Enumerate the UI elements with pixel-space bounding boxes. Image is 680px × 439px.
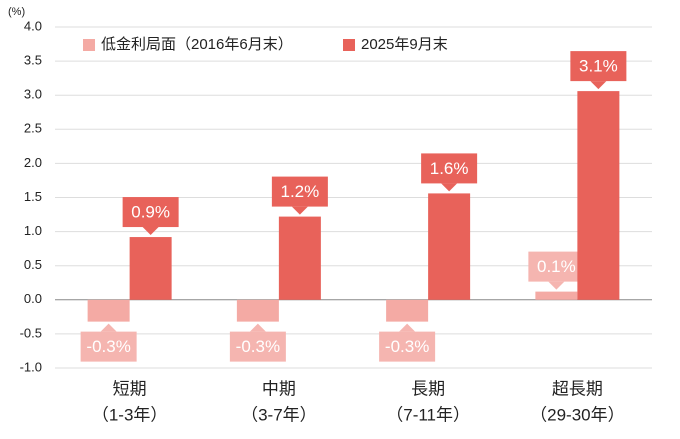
bar <box>386 299 429 322</box>
label-box <box>229 331 286 362</box>
x-tick-label: 中期 <box>262 379 296 398</box>
label-pointer <box>100 323 117 332</box>
bar <box>129 237 172 300</box>
x-tick-label: （29-30年） <box>530 405 624 424</box>
y-tick-label: 0.5 <box>24 257 42 272</box>
bar <box>236 299 279 322</box>
label-pointer <box>291 206 308 215</box>
value-label: -0.3% <box>385 337 429 356</box>
y-tick-label: 0.0 <box>24 291 42 306</box>
bar <box>577 91 620 300</box>
value-label: 1.2% <box>281 182 320 201</box>
y-tick-label: 4.0 <box>24 18 42 33</box>
label-box <box>528 251 585 282</box>
y-tick-label: 3.0 <box>24 87 42 102</box>
legend-swatch <box>343 39 355 51</box>
y-tick-label: -1.0 <box>20 359 42 374</box>
label-pointer <box>399 323 416 332</box>
bar <box>278 216 321 300</box>
x-tick-label: 超長期 <box>552 379 603 398</box>
label-pointer <box>249 323 266 332</box>
x-tick-label: （7-11年） <box>386 405 470 424</box>
y-tick-label: 1.0 <box>24 223 42 238</box>
label-box <box>379 331 436 362</box>
label-box <box>80 331 137 362</box>
value-label: 0.1% <box>537 257 576 276</box>
label-box <box>271 176 328 207</box>
bar <box>87 299 130 322</box>
value-label: 3.1% <box>579 57 618 76</box>
y-tick-label: 3.5 <box>24 53 42 68</box>
value-label: -0.3% <box>236 337 280 356</box>
value-label: 1.6% <box>430 159 469 178</box>
y-tick-label: 1.5 <box>24 189 42 204</box>
label-box <box>122 197 179 228</box>
y-tick-label: -0.5 <box>20 325 42 340</box>
x-tick-label: 短期 <box>113 379 147 398</box>
x-tick-label: （1-3年） <box>92 405 168 424</box>
y-tick-label: 2.0 <box>24 155 42 170</box>
value-label: 0.9% <box>131 203 170 222</box>
x-tick-label: 長期 <box>411 379 445 398</box>
unit-label: (%) <box>8 6 25 18</box>
x-tick-label: （3-7年） <box>241 405 317 424</box>
y-tick-label: 2.5 <box>24 121 42 136</box>
bar <box>428 193 471 300</box>
label-pointer <box>590 81 607 90</box>
bar <box>535 291 578 300</box>
label-pointer <box>142 227 159 236</box>
label-pointer <box>441 183 458 192</box>
value-label: -0.3% <box>86 337 130 356</box>
legend-swatch <box>83 39 95 51</box>
legend-label: 2025年9月末 <box>361 36 448 53</box>
label-box <box>570 51 627 82</box>
label-box <box>421 153 478 184</box>
legend-label: 低金利局面（2016年6月末） <box>101 36 293 53</box>
label-pointer <box>548 281 565 290</box>
